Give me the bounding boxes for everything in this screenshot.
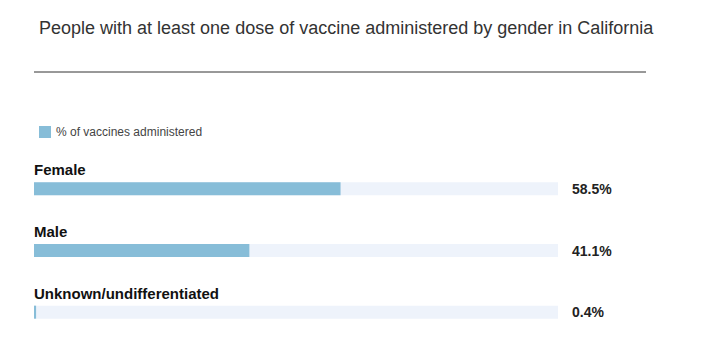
svg-text:Male: Male xyxy=(34,223,67,240)
svg-text:0.4%: 0.4% xyxy=(572,304,604,320)
svg-text:Unknown/undifferentiated: Unknown/undifferentiated xyxy=(34,285,219,302)
svg-text:Female: Female xyxy=(34,161,86,178)
svg-text:58.5%: 58.5% xyxy=(572,181,612,197)
svg-text:41.1%: 41.1% xyxy=(572,243,612,259)
svg-text:% of vaccines administered: % of vaccines administered xyxy=(56,125,202,139)
svg-text:People with at least one dose: People with at least one dose of vaccine… xyxy=(39,18,654,38)
